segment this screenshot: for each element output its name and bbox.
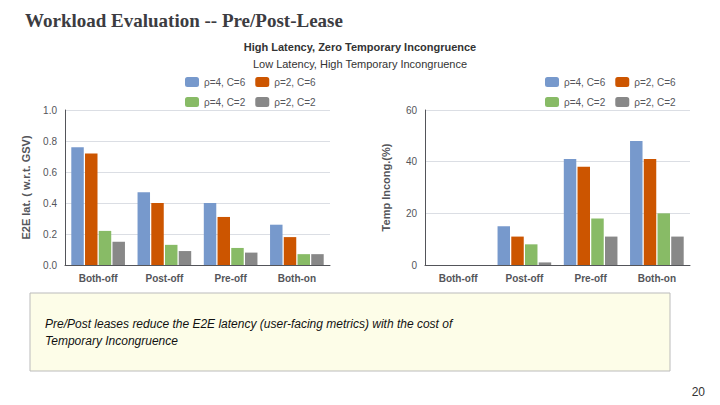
- svg-text:Temp Incong.(%): Temp Incong.(%): [380, 143, 392, 231]
- svg-text:Pre-off: Pre-off: [575, 273, 608, 284]
- svg-text:0.8: 0.8: [43, 136, 57, 147]
- svg-text:0.2: 0.2: [43, 229, 57, 240]
- svg-text:60: 60: [406, 105, 418, 116]
- svg-text:ρ=2, C=6: ρ=2, C=6: [274, 77, 316, 88]
- svg-text:Both-on: Both-on: [278, 273, 316, 284]
- svg-text:20: 20: [692, 385, 706, 399]
- svg-text:Both-on: Both-on: [638, 273, 676, 284]
- svg-text:ρ=2, C=6: ρ=2, C=6: [634, 77, 676, 88]
- svg-text:E2E lat. ( w.r.t. GSV): E2E lat. ( w.r.t. GSV): [20, 135, 32, 239]
- svg-text:Post-off: Post-off: [145, 273, 183, 284]
- svg-text:0: 0: [411, 260, 417, 271]
- svg-text:ρ=2, C=2: ρ=2, C=2: [634, 97, 676, 108]
- svg-text:20: 20: [406, 208, 418, 219]
- svg-text:0.0: 0.0: [43, 260, 57, 271]
- svg-text:1.0: 1.0: [43, 105, 57, 116]
- svg-text:ρ=4, C=2: ρ=4, C=2: [564, 97, 606, 108]
- svg-text:Pre-off: Pre-off: [215, 273, 248, 284]
- svg-text:Both-off: Both-off: [439, 273, 479, 284]
- svg-text:40: 40: [406, 156, 418, 167]
- svg-text:High Latency, Zero Temporary I: High Latency, Zero Temporary Incongruenc…: [244, 41, 476, 53]
- svg-text:ρ=4, C=6: ρ=4, C=6: [204, 77, 246, 88]
- svg-text:Both-off: Both-off: [79, 273, 119, 284]
- svg-text:ρ=4, C=2: ρ=4, C=2: [204, 97, 246, 108]
- svg-text:ρ=2, C=2: ρ=2, C=2: [274, 97, 316, 108]
- svg-text:ρ=4, C=6: ρ=4, C=6: [564, 77, 606, 88]
- svg-text:Post-off: Post-off: [505, 273, 543, 284]
- svg-text:Low Latency, High Temporary In: Low Latency, High Temporary Incongruence: [253, 58, 467, 70]
- svg-text:0.6: 0.6: [43, 167, 57, 178]
- svg-text:Pre/Post leases reduce the E2E: Pre/Post leases reduce the E2E latency (…: [45, 317, 454, 331]
- svg-text:Temporary Incongruence: Temporary Incongruence: [45, 334, 178, 348]
- svg-text:Workload Evaluation -- Pre/Pos: Workload Evaluation -- Pre/Post-Lease: [25, 10, 343, 31]
- svg-text:0.4: 0.4: [43, 198, 57, 209]
